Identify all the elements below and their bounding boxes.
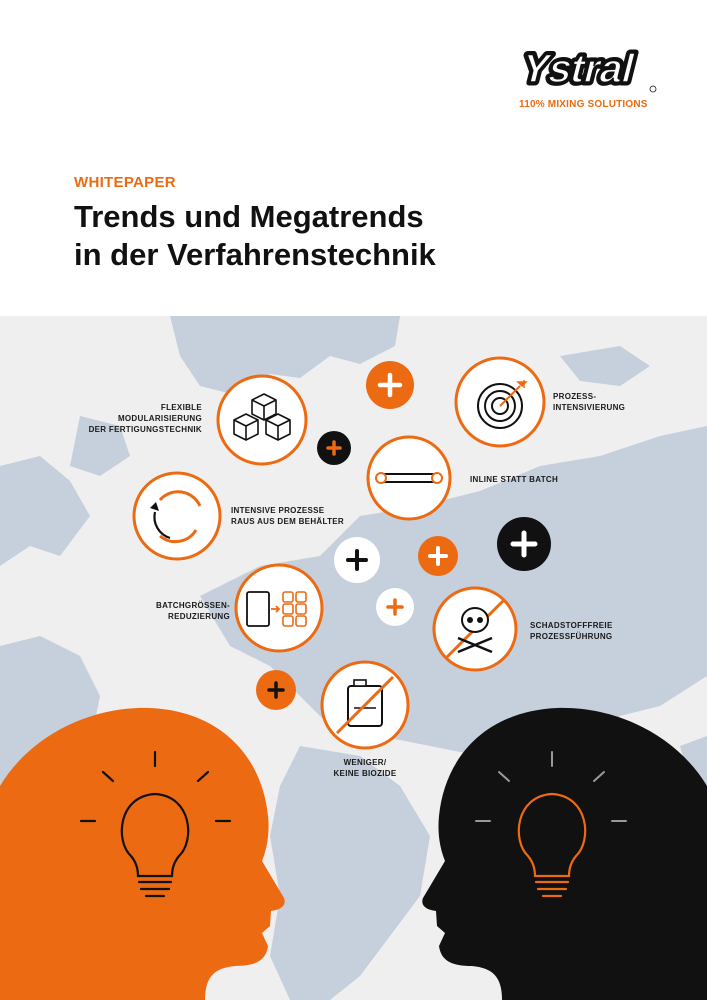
cycle-arrows-icon xyxy=(132,471,222,561)
label-batchgroessen: BATCHGRÖSSEN- REDUZIERUNG xyxy=(156,601,230,621)
label-modularisierung: FLEXIBLE MODULARISIERUNG DER FERTIGUNGSTEC… xyxy=(88,403,202,434)
inline-pipe-icon xyxy=(366,435,452,521)
canister-crossed-icon xyxy=(320,660,410,750)
document-title: Trends und Megatrends in der Verfahrenst… xyxy=(74,198,436,274)
bulb-icon-left xyxy=(79,750,232,898)
title-line-1: Trends und Megatrends xyxy=(74,199,424,234)
cubes-icon xyxy=(216,374,308,466)
svg-text:Ystral: Ystral xyxy=(517,46,639,91)
plus-badges xyxy=(256,361,551,710)
ystral-logo: Ystral Ystral 110% MIXING SOLUTIONS xyxy=(505,44,665,114)
bulb-icon-right xyxy=(475,751,627,898)
illustration-graphic xyxy=(0,316,707,1000)
cover-illustration: FLEXIBLE MODULARISIERUNG DER FERTIGUNGSTEC… xyxy=(0,316,707,1000)
label-biozide: WENIGER/KEINE BIOZIDE xyxy=(333,758,397,778)
label-intensive-prozesse: INTENSIVE PROZESSE RAUS AUS DEM BEHÄLTER xyxy=(231,506,344,526)
batch-split-icon xyxy=(234,563,324,653)
document-kicker: WHITEPAPER xyxy=(74,174,176,191)
skull-crossed-icon xyxy=(432,586,518,672)
target-icon xyxy=(454,356,546,448)
label-schadstofffreie: SCHADSTOFFFREIE PROZESSFÜHRUNG xyxy=(530,621,613,641)
black-head-shape xyxy=(422,707,707,1000)
title-line-2: in der Verfahrenstechnik xyxy=(74,237,436,272)
orange-head-shape xyxy=(0,707,285,1000)
label-inline-statt-batch: INLINE STATT BATCH xyxy=(470,475,559,484)
svg-text:Ystral: Ystral xyxy=(517,46,639,91)
label-prozessintensivierung: PROZESS- INTENSIVIERUNG xyxy=(553,392,626,412)
logo-wordmark-icon: Ystral Ystral xyxy=(514,44,657,94)
logo-tagline: 110% MIXING SOLUTIONS xyxy=(519,99,648,110)
